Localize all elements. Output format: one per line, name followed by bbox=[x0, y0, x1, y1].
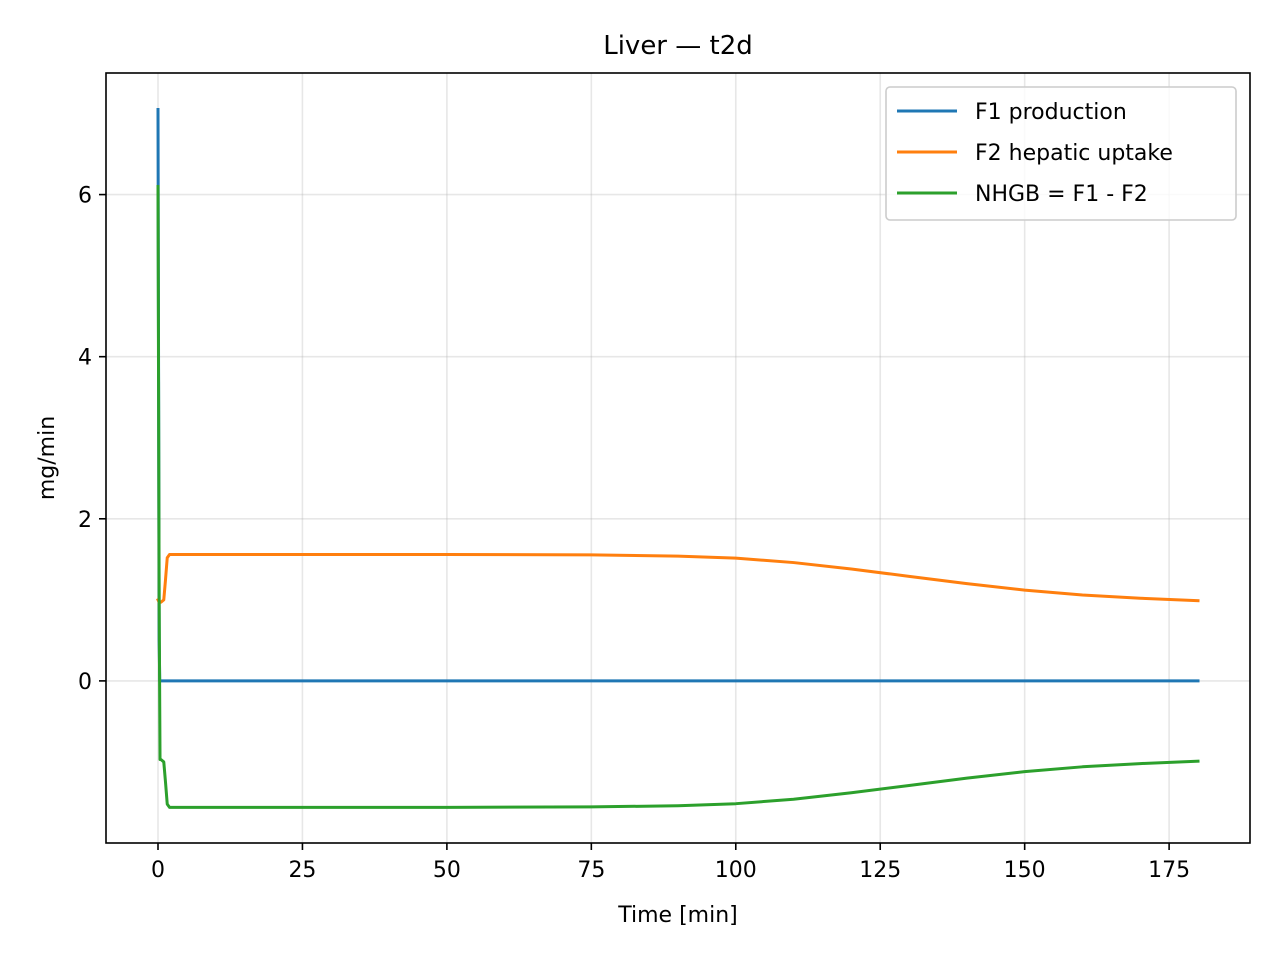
x-tick-label: 25 bbox=[288, 858, 316, 883]
legend-box bbox=[885, 86, 1237, 221]
series-line-3 bbox=[156, 184, 1200, 809]
y-tick-label: 6 bbox=[78, 184, 92, 209]
series-line-2 bbox=[156, 552, 1200, 604]
x-tick-label: 175 bbox=[1148, 858, 1190, 883]
plot-area-frame bbox=[105, 72, 1251, 844]
x-tick-label: 50 bbox=[433, 858, 461, 883]
legend-label-1: F1 production bbox=[975, 100, 1127, 125]
x-axis-label: Time [min] bbox=[617, 903, 738, 928]
axis-ticks: 0 25 50 75 100 125 150 175 0 2 4 6 bbox=[78, 184, 1190, 883]
x-tick-label: 125 bbox=[859, 858, 901, 883]
x-tick-label: 150 bbox=[1004, 858, 1046, 883]
y-tick-label: 2 bbox=[78, 508, 92, 533]
y-axis-label: mg/min bbox=[35, 416, 60, 500]
legend: F1 production F2 hepatic uptake NHGB = F1 … bbox=[885, 86, 1237, 221]
series-lines bbox=[156, 107, 1200, 809]
y-tick-label: 0 bbox=[78, 670, 92, 695]
chart-title: Liver — t2d bbox=[603, 31, 753, 61]
y-tick-label: 4 bbox=[78, 346, 92, 371]
x-tick-label: 0 bbox=[151, 858, 165, 883]
x-tick-label: 100 bbox=[715, 858, 757, 883]
legend-label-2: F2 hepatic uptake bbox=[975, 141, 1173, 166]
legend-label-3: NHGB = F1 - F2 bbox=[975, 182, 1148, 207]
x-tick-label: 75 bbox=[577, 858, 605, 883]
